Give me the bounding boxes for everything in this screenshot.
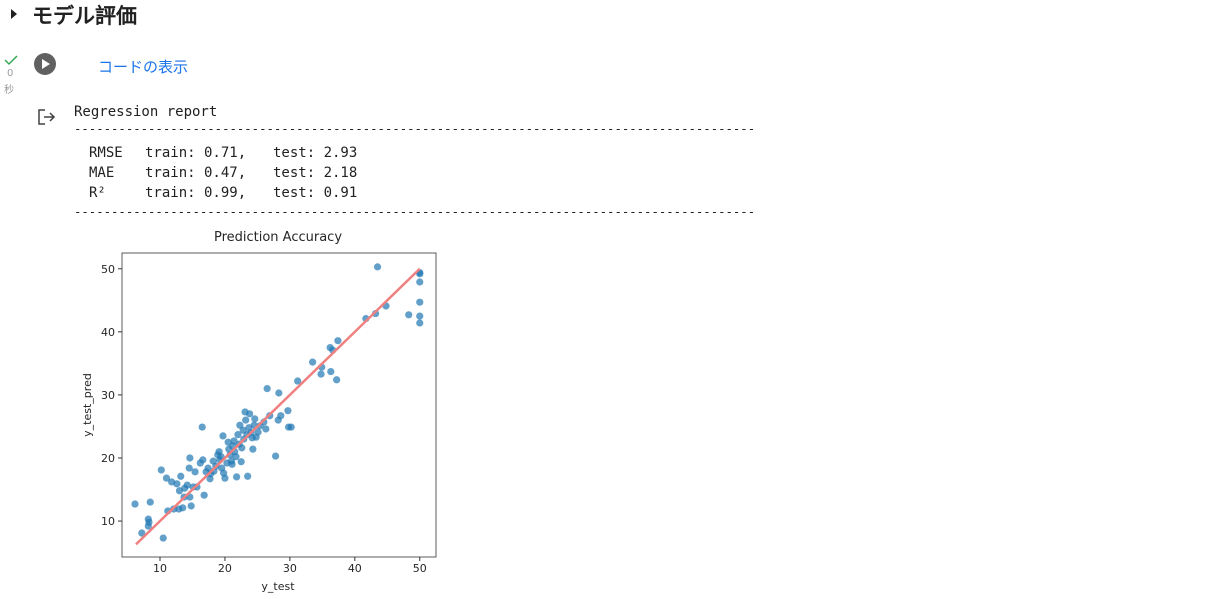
point [416, 298, 424, 306]
point [244, 472, 252, 480]
y-tick-label: 10 [101, 515, 115, 528]
point [179, 504, 187, 512]
x-tick-label: 10 [153, 562, 167, 575]
point [275, 389, 283, 397]
point [416, 312, 424, 320]
point [333, 376, 341, 384]
x-tick-label: 30 [283, 562, 297, 575]
separator: ----------------------------------------… [74, 122, 756, 136]
point [405, 311, 413, 319]
y-tick-label: 30 [101, 389, 115, 402]
success-check [4, 55, 18, 66]
y-axis-label: y_test_pred [81, 373, 94, 437]
point [263, 385, 271, 393]
point [416, 278, 424, 286]
point [198, 423, 206, 431]
point [232, 453, 240, 461]
output-icon [38, 109, 56, 125]
point [187, 502, 195, 510]
point [246, 410, 254, 418]
point [242, 416, 250, 424]
point [162, 474, 171, 482]
point [146, 498, 154, 506]
point [249, 445, 257, 453]
point [309, 358, 317, 366]
point [238, 444, 246, 452]
run-button[interactable] [33, 52, 57, 76]
report-cell: MAE [89, 165, 115, 181]
x-tick-label: 40 [348, 562, 362, 575]
point [327, 367, 335, 376]
chart-title: Prediction Accuracy [214, 230, 342, 245]
point [200, 491, 208, 499]
section-toggle[interactable] [8, 6, 20, 22]
report-cell: R² [89, 185, 106, 201]
point [204, 464, 212, 472]
point [144, 522, 152, 530]
point [157, 466, 165, 474]
section-title: モデル評価 [32, 4, 137, 28]
report-cell: train: 0.71, [145, 145, 247, 161]
point [287, 423, 295, 431]
report-cell: test: 2.93 [273, 145, 358, 161]
point [159, 534, 167, 542]
reference-line [135, 267, 421, 546]
point [191, 468, 199, 476]
point [228, 460, 236, 468]
point [251, 415, 259, 423]
report-cell: RMSE [89, 145, 123, 161]
point [131, 500, 139, 508]
x-tick-label: 50 [413, 562, 427, 575]
point [177, 472, 185, 480]
point [262, 425, 270, 433]
point [277, 412, 285, 420]
point [271, 452, 280, 460]
exec-unit: 秒 [4, 85, 14, 96]
point [219, 432, 227, 440]
exec-time: 0 [7, 68, 14, 79]
plot-area [121, 252, 437, 558]
point [199, 456, 207, 464]
point [234, 431, 242, 439]
point [221, 474, 229, 482]
point [284, 407, 292, 415]
report-cell: test: 0.91 [273, 185, 358, 201]
point [186, 454, 194, 462]
point [254, 428, 262, 436]
point [237, 458, 245, 466]
y-tick-label: 50 [101, 263, 115, 276]
report-cell: train: 0.99, [145, 185, 247, 201]
point [233, 473, 241, 481]
point [317, 370, 325, 378]
y-tick-label: 40 [101, 326, 115, 339]
point [173, 480, 181, 488]
point [373, 263, 382, 271]
point [185, 464, 193, 472]
report-cell: train: 0.47, [145, 165, 247, 181]
report-cell: test: 2.18 [273, 165, 358, 181]
separator: ----------------------------------------… [74, 205, 756, 219]
chart: Prediction Accuracy y_test y_test_pred 1… [81, 230, 437, 593]
show-code-link[interactable]: コードの表示 [98, 58, 189, 76]
point [416, 319, 424, 327]
point [138, 529, 146, 537]
x-axis-label: y_test [261, 580, 295, 593]
x-tick-label: 20 [218, 562, 232, 575]
point [294, 377, 302, 385]
point [334, 337, 342, 345]
y-tick-label: 20 [101, 452, 115, 465]
point [183, 481, 191, 489]
toggle-arrow [11, 9, 17, 19]
point [230, 437, 238, 445]
report-title: Regression report [74, 104, 218, 120]
